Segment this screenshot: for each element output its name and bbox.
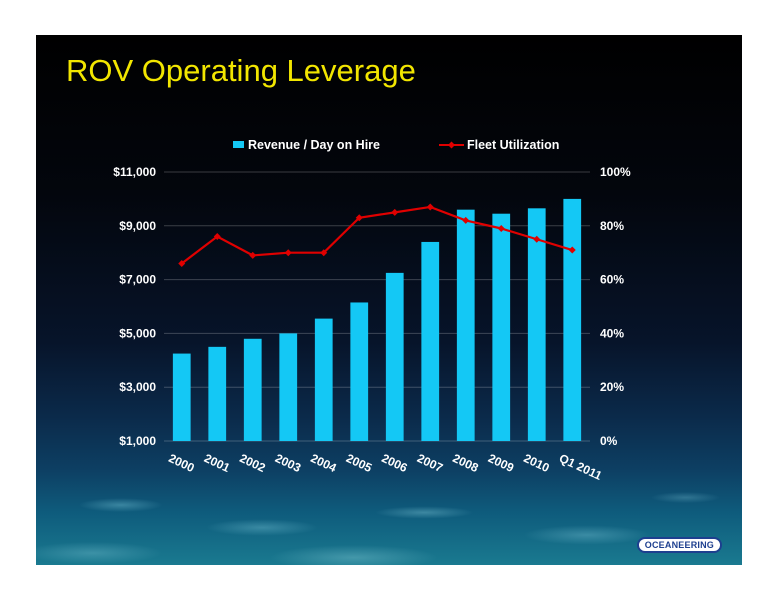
bar-revenue-per-day <box>243 338 262 441</box>
y-right-tick-label: 20% <box>600 380 624 394</box>
bar-revenue-per-day <box>172 353 191 441</box>
y-left-tick-label: $3,000 <box>119 380 156 394</box>
point-fleet-utilization <box>213 233 221 241</box>
point-fleet-utilization <box>320 249 328 257</box>
y-right-tick-label: 80% <box>600 219 624 233</box>
legend-label-revenue: Revenue / Day on Hire <box>248 138 380 152</box>
point-fleet-utilization <box>355 214 363 222</box>
legend-marker-utilization <box>448 141 455 149</box>
legend-swatch-revenue <box>233 141 244 148</box>
y-left-tick-label: $11,000 <box>113 165 156 179</box>
x-tick-label: 2005 <box>344 451 374 475</box>
point-fleet-utilization <box>533 235 541 243</box>
y-right-tick-label: 100% <box>600 165 631 179</box>
y-left-tick-label: $7,000 <box>119 273 156 287</box>
rov-chart: $1,000 $3,000 $5,000 $7,000 $9,000 $11,000 0% 2… <box>113 138 631 483</box>
x-tick-label: 2002 <box>237 451 267 475</box>
y-right-tick-label: 0% <box>600 434 618 448</box>
y-right-tick-label: 60% <box>600 273 624 287</box>
bar-revenue-per-day <box>208 346 227 441</box>
x-tick-label: Q1 2011 <box>557 451 604 483</box>
point-fleet-utilization <box>462 216 470 224</box>
x-tick-label: 2000 <box>166 451 196 475</box>
oceaneering-logo: OCEANEERING <box>636 537 722 553</box>
point-fleet-utilization <box>249 251 257 259</box>
x-tick-label: 2009 <box>486 451 516 475</box>
legend-label-utilization: Fleet Utilization <box>467 138 559 152</box>
point-fleet-utilization <box>426 203 434 211</box>
x-tick-label: 2001 <box>202 451 232 475</box>
x-tick-label: 2007 <box>415 451 445 475</box>
bar-revenue-per-day <box>492 213 511 441</box>
point-fleet-utilization <box>497 224 505 232</box>
x-tick-label: 2006 <box>379 451 409 475</box>
point-fleet-utilization <box>568 246 576 254</box>
y-left-tick-label: $5,000 <box>119 326 156 340</box>
point-fleet-utilization <box>284 249 292 257</box>
slide-title: ROV Operating Leverage <box>66 53 416 88</box>
point-fleet-utilization <box>391 208 399 216</box>
point-fleet-utilization <box>178 259 186 267</box>
x-tick-label: 2003 <box>273 451 303 475</box>
bar-revenue-per-day <box>314 318 333 441</box>
bar-revenue-per-day <box>527 208 546 441</box>
bar-revenue-per-day <box>385 272 404 441</box>
x-tick-label: 2010 <box>521 451 551 475</box>
x-tick-label: 2004 <box>308 451 338 475</box>
y-left-tick-label: $9,000 <box>119 219 156 233</box>
slide: ROV Operating Leverage $1,000 $3,000 $5,00… <box>36 35 742 565</box>
bar-revenue-per-day <box>456 209 475 441</box>
line-fleet-utilization <box>181 205 573 265</box>
y-right-tick-label: 40% <box>600 326 624 340</box>
x-tick-label: 2008 <box>450 451 480 475</box>
bar-revenue-per-day <box>421 241 440 441</box>
bar-revenue-per-day <box>563 198 582 441</box>
y-left-tick-label: $1,000 <box>119 434 156 448</box>
bar-revenue-per-day <box>350 302 369 441</box>
bar-revenue-per-day <box>279 333 298 441</box>
